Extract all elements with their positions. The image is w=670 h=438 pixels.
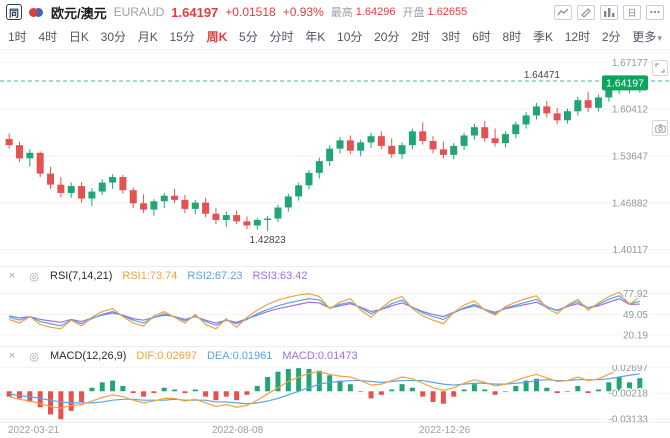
app-logo-icon[interactable]: 同 — [6, 4, 22, 20]
date-tick: 2022-08-08 — [212, 425, 264, 436]
rsi-settings-icon[interactable]: ◎ — [29, 270, 39, 283]
camera-icon[interactable] — [652, 120, 668, 136]
tab-item-14[interactable]: 6时 — [472, 30, 491, 44]
tab-item-1[interactable]: 4时 — [38, 30, 58, 44]
tab-item-18[interactable]: 2分 — [601, 30, 621, 44]
macd-close-icon[interactable]: × — [8, 350, 16, 362]
tab-item-13[interactable]: 3时 — [441, 30, 461, 44]
rsi1-value: RSI1:73.74 — [122, 270, 178, 282]
svg-text:1.64197: 1.64197 — [606, 77, 644, 89]
macd-panel[interactable]: × ◎ MACD(12,26,9) DIF:0.02697 DEA:0.0196… — [0, 346, 670, 422]
svg-text:49.05: 49.05 — [623, 310, 648, 321]
svg-text:1.42823: 1.42823 — [250, 235, 287, 246]
open-label: 开盘 — [402, 7, 425, 19]
price-change: +0.01518 — [225, 5, 276, 19]
rsi-close-icon[interactable]: × — [8, 270, 16, 282]
rsi2-value: RSI2:67.23 — [187, 270, 243, 282]
svg-text:20.19: 20.19 — [623, 331, 648, 342]
rsi-svg[interactable]: 77.92 49.05 20.19 — [0, 285, 670, 346]
date-tick: 2022-03-21 — [8, 425, 60, 436]
main-chart-panel[interactable]: 1.67177 1.60412 1.53647 1.46882 1.40117 1.644… — [0, 50, 670, 266]
date-tick: 2022-12-26 — [419, 425, 471, 436]
macd-title: MACD(12,26,9) — [50, 350, 127, 362]
dif-value: DIF:0.02697 — [136, 350, 197, 362]
date-axis: 2022-03-21 2022-08-08 2022-12-26 — [0, 422, 670, 438]
tab-item-4[interactable]: 月K — [137, 30, 158, 44]
svg-text:-0.00218: -0.00218 — [609, 389, 649, 400]
currency-pair-icon — [29, 6, 44, 18]
tab-item-8[interactable]: 分时 — [269, 30, 294, 44]
pair-name[interactable]: 欧元/澳元 — [51, 5, 107, 21]
tab-item-5[interactable]: 15分 — [169, 30, 195, 44]
tab-item-9[interactable]: 年K — [305, 30, 326, 44]
svg-text:-0.03133: -0.03133 — [609, 415, 649, 422]
tab-item-10[interactable]: 10分 — [337, 30, 363, 44]
draw-pencil-icon[interactable] — [577, 4, 595, 20]
rsi-title: RSI(7,14,21) — [50, 270, 113, 282]
rsi-panel[interactable]: × ◎ RSI(7,14,21) RSI1:73.74 RSI2:67.23 R… — [0, 266, 670, 346]
macd-settings-icon[interactable]: ◎ — [29, 350, 39, 363]
svg-text:1.64471: 1.64471 — [524, 70, 561, 81]
price-change-pct: +0.93% — [282, 5, 324, 19]
svg-text:1.40117: 1.40117 — [613, 245, 649, 256]
svg-text:1.53647: 1.53647 — [612, 151, 649, 162]
tab-item-11[interactable]: 20分 — [374, 30, 400, 44]
candlestick-svg[interactable]: 1.67177 1.60412 1.53647 1.46882 1.40117 1.644… — [0, 50, 670, 266]
header: 同 欧元/澳元 EURAUD 1.64197 +0.01518 +0.93% 最… — [0, 0, 670, 24]
open-value: 1.62655 — [427, 6, 468, 18]
header-toolbar: 日 — [554, 4, 664, 20]
macd-header: × ◎ MACD(12,26,9) DIF:0.02697 DEA:0.0196… — [0, 347, 670, 365]
timeframe-tabs: 1时 4时 日K 30分 月K 15分 周K 5分 分时 年K 10分 20分 2时 3时 6时 8时 季K 12… — [0, 24, 670, 50]
rsi-header: × ◎ RSI(7,14,21) RSI1:73.74 RSI2:67.23 R… — [0, 267, 670, 285]
last-price: 1.64197 — [171, 4, 219, 20]
macd-value: MACD:0.01473 — [282, 350, 358, 362]
tab-item-3[interactable]: 30分 — [100, 30, 126, 44]
more-options-icon[interactable] — [646, 4, 664, 20]
tab-item-0[interactable]: 1时 — [8, 30, 27, 44]
tab-item-2[interactable]: 日K — [68, 30, 89, 44]
tab-item-16[interactable]: 季K — [532, 30, 553, 44]
expand-chart-icon[interactable] — [652, 60, 668, 76]
tab-item-6[interactable]: 周K — [206, 30, 228, 44]
chart-side-toolbar — [652, 60, 668, 136]
svg-text:77.92: 77.92 — [623, 289, 648, 300]
high-label: 最高 — [330, 7, 353, 19]
tab-item-12[interactable]: 2时 — [411, 30, 430, 44]
period-day-icon[interactable]: 日 — [623, 4, 641, 20]
tab-item-17[interactable]: 12时 — [564, 30, 591, 44]
dea-value: DEA:0.01961 — [206, 350, 273, 362]
svg-text:0.02697: 0.02697 — [612, 365, 649, 374]
indicator-bars-icon[interactable] — [600, 4, 618, 20]
pair-code: EURAUD — [113, 5, 165, 19]
high-value: 1.64296 — [355, 6, 396, 18]
macd-svg[interactable]: 0.02697 -0.00218 -0.03133 — [0, 365, 670, 422]
tab-item-7[interactable]: 5分 — [239, 30, 258, 44]
tab-item-15[interactable]: 8时 — [502, 30, 522, 44]
svg-text:1.46882: 1.46882 — [612, 198, 649, 209]
svg-text:1.60412: 1.60412 — [612, 105, 649, 116]
line-chart-icon[interactable] — [554, 4, 572, 20]
tab-item-19[interactable]: 更多▾ — [632, 30, 662, 44]
svg-text:1.67177: 1.67177 — [612, 58, 649, 69]
rsi3-value: RSI3:63.42 — [252, 270, 308, 282]
